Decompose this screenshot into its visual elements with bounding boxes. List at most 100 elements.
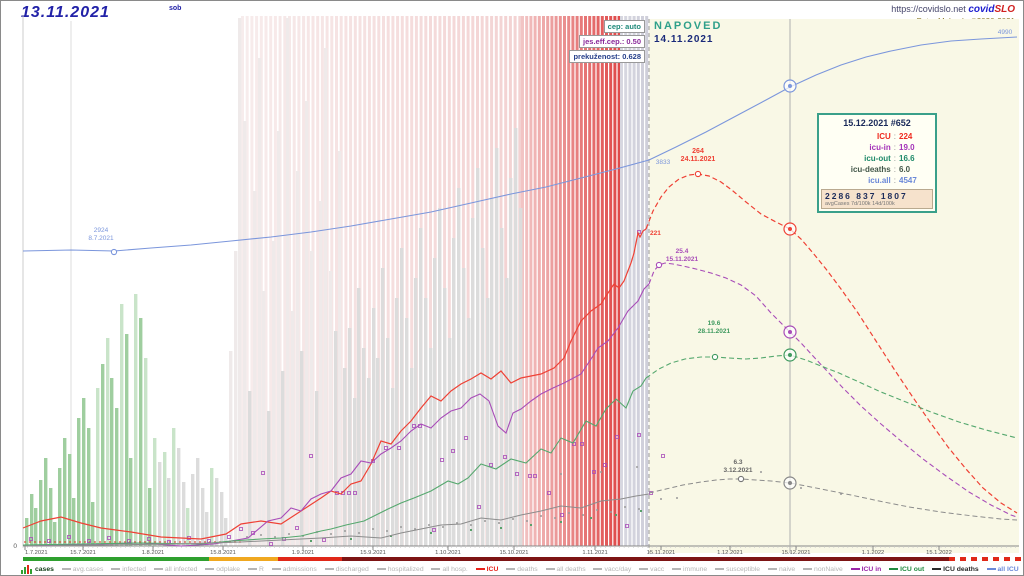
- daily-dot: [199, 541, 201, 543]
- legend-item-susceptible[interactable]: susceptible: [715, 566, 760, 573]
- legend-item-vacc-day[interactable]: vacc/day: [593, 566, 631, 573]
- legend-item-all-infected[interactable]: all infected: [153, 566, 197, 573]
- history-bar: [443, 288, 447, 546]
- legend-item-all-icu[interactable]: all ICU: [986, 566, 1019, 573]
- daily-dot: [104, 541, 106, 543]
- x-tick-label: 15.1.2022: [926, 550, 952, 556]
- legend-item-icu-in[interactable]: ICU in: [850, 566, 881, 573]
- x-tick-label: 15.8.2021: [210, 550, 236, 556]
- history-bar: [291, 311, 295, 546]
- param-cep[interactable]: cep: auto: [603, 20, 645, 33]
- param-jes-eff-cep[interactable]: jes.eff.cep.: 0.50: [579, 35, 645, 48]
- legend-item-odplake[interactable]: odplake: [205, 566, 240, 573]
- legend-dash: [61, 568, 71, 570]
- marker-open: [110, 248, 118, 256]
- legend-item-avg-cases[interactable]: avg.cases: [61, 566, 103, 573]
- icu-in-point: [547, 491, 551, 495]
- history-bar: [163, 452, 167, 546]
- legend-dash: [889, 568, 899, 570]
- site-url[interactable]: https://covidslo.net: [891, 4, 966, 14]
- legend-item-icu-deaths[interactable]: ICU deaths: [932, 566, 979, 573]
- case-stripe: [466, 16, 470, 546]
- case-stripe: [521, 16, 524, 546]
- case-stripe: [641, 16, 644, 546]
- history-bar: [110, 378, 114, 546]
- deaths-point: [676, 497, 678, 499]
- icu-in-point: [67, 535, 71, 539]
- param-prekuzenost[interactable]: prekuženost: 0.628: [569, 50, 645, 63]
- status-bar-dash: [949, 557, 955, 561]
- daily-dot: [184, 541, 186, 543]
- legend-item-icu-out[interactable]: ICU out: [889, 566, 924, 573]
- legend-item-r[interactable]: R: [247, 566, 264, 573]
- history-bar: [210, 468, 214, 546]
- history-bar: [39, 480, 43, 546]
- legend-item-cases[interactable]: cases: [21, 564, 54, 574]
- legend-item-discharged[interactable]: discharged: [324, 566, 369, 573]
- legend-dash: [545, 568, 555, 570]
- legend-item-deaths[interactable]: deaths: [506, 565, 538, 573]
- history-bar: [243, 121, 247, 546]
- legend-item-infected[interactable]: infected: [111, 566, 146, 573]
- history-bar: [58, 468, 62, 546]
- case-stripe: [269, 16, 273, 546]
- history-bar: [68, 454, 72, 546]
- legend-label: ICU deaths: [943, 565, 979, 573]
- deaths-point: [800, 487, 802, 489]
- case-stripe: [542, 16, 545, 546]
- deaths-point: [372, 528, 374, 530]
- case-stripe: [592, 16, 596, 546]
- series-history-icu-in: [22, 283, 650, 547]
- series-forecast-icu-in: [648, 262, 1018, 518]
- legend-dash: [111, 568, 121, 570]
- history-bar: [224, 518, 228, 546]
- case-stripe: [316, 16, 320, 546]
- case-stripe: [377, 16, 381, 546]
- legend-label: cases: [35, 565, 54, 573]
- history-bar: [196, 458, 200, 546]
- icu-in-point: [503, 455, 507, 459]
- deaths-point: [386, 530, 388, 532]
- legend-item-hospitalized[interactable]: hospitalized: [376, 566, 424, 573]
- legend-item-icu[interactable]: ICU: [475, 566, 498, 573]
- history-bar: [400, 248, 404, 546]
- icu-in-point: [572, 442, 576, 446]
- current-date-weekday: sob: [169, 5, 182, 12]
- history-bar: [215, 478, 219, 546]
- deaths-point: [456, 522, 458, 524]
- legend-item-nonnaive[interactable]: nonNaive: [803, 566, 843, 573]
- legend-item-admissions[interactable]: admissions: [271, 566, 317, 573]
- history-bar: [424, 298, 428, 546]
- legend-item-all-deaths[interactable]: all deaths: [545, 566, 586, 573]
- marker-open: [694, 170, 702, 178]
- tooltip-date-title: 15.12.2021 #652: [843, 118, 911, 128]
- series-history-icu-out: [22, 377, 647, 546]
- legend-item-naive[interactable]: naive: [767, 566, 795, 573]
- icu-in-point: [309, 454, 313, 458]
- marker-open: [711, 353, 719, 361]
- avg-cases-values: 2286 837 1807: [825, 191, 908, 201]
- history-bar: [53, 522, 57, 546]
- brand-slo: SLO: [994, 4, 1015, 15]
- legend-item-immune[interactable]: immune: [672, 566, 707, 573]
- legend-label: all hosp.: [442, 565, 468, 573]
- legend-label: deaths: [517, 565, 538, 573]
- legend-item-all-hosp-[interactable]: all hosp.: [431, 565, 468, 573]
- case-stripe: [429, 16, 432, 546]
- y-zero-label: 0: [13, 543, 17, 550]
- deaths-point: [414, 528, 416, 530]
- history-bar: [315, 391, 319, 546]
- cases-bars-icon: [21, 564, 33, 574]
- history-bar: [201, 488, 205, 546]
- daily-dot: [94, 541, 96, 543]
- deaths-point: [540, 515, 542, 517]
- legend-label: nonNaive: [814, 565, 843, 573]
- case-stripe: [537, 16, 541, 546]
- history-bar: [229, 351, 233, 546]
- history-bar: [319, 201, 323, 546]
- history-bar: [262, 291, 266, 546]
- history-bar: [177, 448, 181, 546]
- history-bar: [405, 318, 409, 546]
- chart-annotation: 24.11.2021: [681, 156, 716, 163]
- legend-item-vacc[interactable]: vacc: [639, 566, 664, 573]
